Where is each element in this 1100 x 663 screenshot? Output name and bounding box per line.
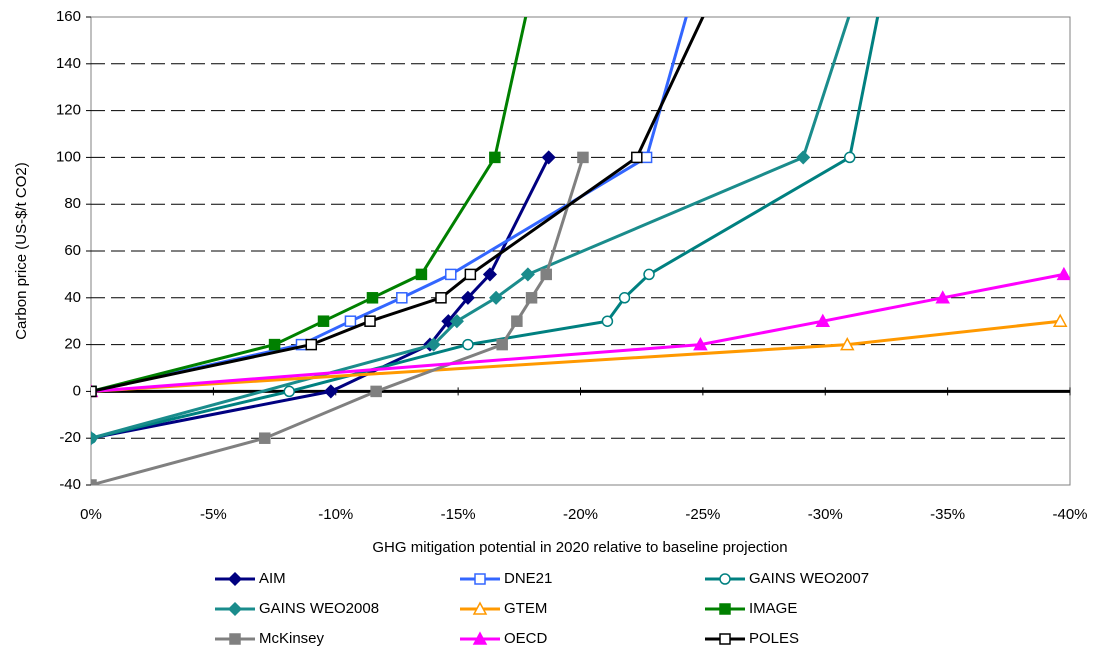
marker	[435, 292, 447, 304]
marker	[396, 292, 408, 304]
marker	[631, 151, 643, 164]
legend-label: DNE21	[504, 570, 552, 587]
marker	[815, 313, 831, 327]
y-tick-label: 20	[64, 336, 81, 353]
marker	[577, 151, 589, 164]
marker	[344, 315, 357, 327]
x-tick-label: -15%	[441, 506, 476, 523]
legend-label: AIM	[259, 570, 286, 587]
x-tick-label: -20%	[563, 506, 598, 523]
marker	[449, 314, 464, 329]
marker	[525, 292, 538, 304]
marker	[462, 338, 474, 351]
marker	[460, 290, 475, 305]
marker	[323, 384, 338, 399]
marker	[796, 150, 811, 165]
marker	[366, 292, 379, 304]
marker	[474, 573, 486, 585]
marker	[91, 385, 97, 398]
series-line	[91, 17, 528, 393]
marker	[426, 337, 441, 352]
marker	[643, 268, 655, 281]
marker	[843, 151, 856, 164]
plot-series	[91, 17, 1070, 485]
x-tick-label: -5%	[200, 506, 227, 523]
marker	[91, 479, 97, 485]
marker	[1056, 266, 1070, 281]
marker	[283, 385, 295, 398]
y-tick-label: 40	[64, 289, 81, 306]
marker	[472, 601, 488, 615]
marker	[935, 290, 950, 304]
marker	[541, 150, 556, 165]
legend-label: OECD	[504, 630, 548, 647]
marker	[227, 601, 243, 617]
x-tick-label: -40%	[1052, 506, 1087, 523]
series-line	[91, 156, 585, 485]
marker	[370, 385, 382, 398]
marker	[520, 267, 535, 282]
marker	[482, 267, 498, 282]
marker	[229, 633, 241, 645]
marker	[472, 631, 488, 645]
y-tick-label: 160	[56, 8, 81, 25]
x-tick-label: -10%	[318, 506, 353, 523]
legend-label: McKinsey	[259, 630, 325, 647]
y-tick-label: 100	[56, 148, 81, 165]
marker	[464, 268, 477, 281]
marker	[415, 268, 428, 281]
x-tick-label: 0%	[80, 506, 102, 523]
legend-label: GTEM	[504, 600, 547, 617]
y-tick-label: -40	[59, 476, 81, 493]
y-tick-label: -20	[59, 429, 81, 446]
marker	[489, 290, 504, 305]
legend-label: IMAGE	[749, 600, 797, 617]
marker	[618, 292, 631, 304]
legend-label: GAINS WEO2008	[259, 600, 379, 617]
marker	[364, 315, 376, 327]
y-tick-label: 140	[56, 55, 81, 72]
marker	[227, 571, 243, 587]
series-line	[91, 272, 1065, 393]
marker	[445, 268, 457, 281]
marker	[719, 573, 731, 585]
legend-label: POLES	[749, 630, 799, 647]
y-tick-label: 0	[73, 382, 81, 399]
x-tick-label: -35%	[930, 506, 965, 523]
y-tick-label: 80	[64, 195, 81, 212]
marker	[91, 431, 99, 446]
x-tick-label: -25%	[685, 506, 720, 523]
marker	[259, 432, 271, 444]
marker	[601, 315, 614, 327]
marker	[305, 338, 318, 351]
marker	[511, 315, 523, 327]
y-axis-label: Carbon price (US-$/t CO2)	[13, 162, 30, 340]
marker	[317, 315, 330, 327]
marker	[540, 268, 552, 281]
y-tick-label: 60	[64, 242, 81, 259]
marker	[693, 337, 708, 351]
marker	[496, 338, 508, 351]
marker	[840, 337, 855, 351]
marker	[489, 151, 501, 164]
x-axis-label: GHG mitigation potential in 2020 relativ…	[372, 539, 787, 556]
marker	[1052, 313, 1068, 327]
marker	[719, 633, 731, 645]
marker	[640, 151, 653, 164]
y-tick-label: 120	[56, 102, 81, 119]
series-line	[91, 17, 688, 393]
series-line	[91, 17, 851, 440]
legend-label: GAINS WEO2007	[749, 570, 869, 587]
marker	[268, 338, 281, 351]
series-line	[91, 17, 880, 440]
series-line	[91, 17, 705, 393]
x-tick-label: -30%	[808, 506, 843, 523]
marker	[719, 603, 731, 615]
